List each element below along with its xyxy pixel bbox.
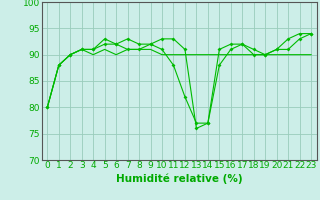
X-axis label: Humidité relative (%): Humidité relative (%): [116, 173, 243, 184]
